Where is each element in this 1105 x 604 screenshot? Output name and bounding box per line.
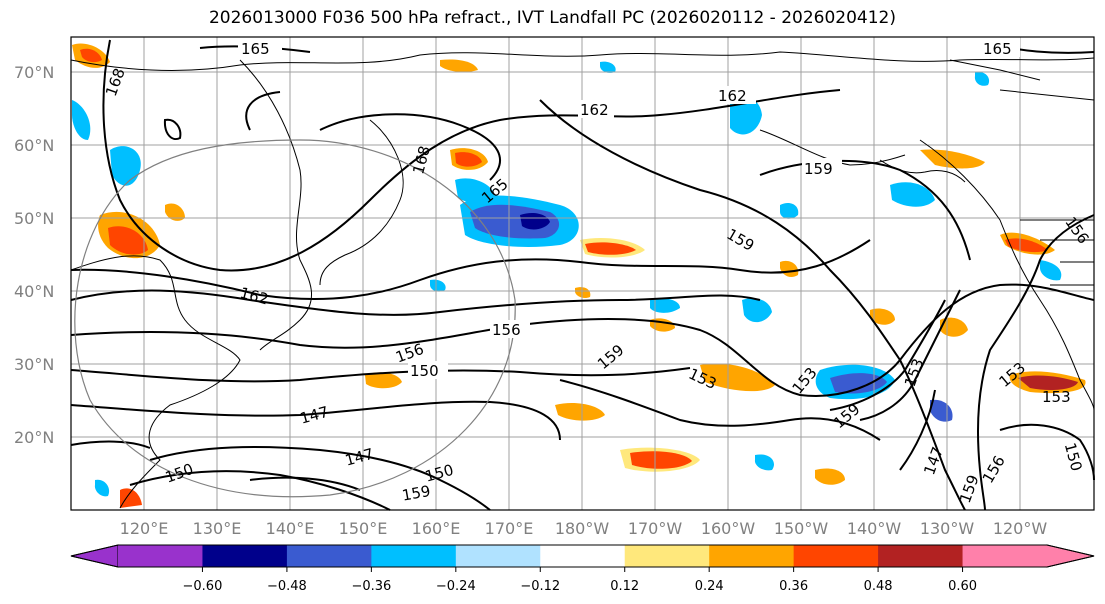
colorbar-bin: [118, 545, 203, 567]
lat-label: 40°N: [14, 282, 54, 301]
lat-label: 70°N: [14, 63, 54, 82]
lon-label: 130°W: [920, 519, 975, 538]
colorbar-bin: [624, 545, 710, 567]
contour-label: 159: [804, 160, 833, 178]
colorbar-bin: [286, 545, 372, 567]
height-contours: [70, 39, 1095, 511]
colorbar-bin: [793, 545, 879, 567]
lon-label: 140°E: [266, 519, 315, 538]
lon-label: 120°E: [120, 519, 169, 538]
colorbar-arrow-left: [70, 544, 119, 568]
lon-label: 130°E: [193, 519, 242, 538]
longitude-labels: 120°E 130°E 140°E 150°E 160°E 170°E 180°…: [120, 519, 1048, 538]
colorbar-tick-label: 0.36: [779, 579, 808, 594]
map-title: 2026013000 F036 500 hPa refract., IVT La…: [208, 8, 896, 28]
contour-label: 162: [580, 101, 609, 119]
contour-label: 159: [401, 482, 432, 505]
lon-label: 160°W: [701, 519, 756, 538]
lon-label: 140°W: [847, 519, 902, 538]
contour-label: 150: [410, 362, 439, 380]
lat-label: 20°N: [14, 428, 54, 447]
latitude-labels: 70°N 60°N 50°N 40°N 30°N 20°N: [14, 63, 54, 447]
shaded-anomalies: [72, 43, 1086, 508]
lon-label: 180°W: [555, 519, 610, 538]
colorbar-tick-label: −0.36: [351, 579, 391, 594]
colorbar-tick-label: −0.60: [183, 579, 223, 594]
lon-label: 150°W: [774, 519, 829, 538]
lon-label: 120°W: [993, 519, 1048, 538]
map-border: [70, 36, 1095, 511]
lon-label: 150°E: [339, 519, 388, 538]
lat-label: 30°N: [14, 355, 54, 374]
lon-label: 160°E: [412, 519, 461, 538]
colorbar-bin: [540, 545, 626, 567]
colorbar-bin: [455, 545, 541, 567]
colorbar-bin: [709, 545, 795, 567]
colorbar-tick-label: −0.48: [267, 579, 307, 594]
colorbar-tick-label: 0.60: [948, 579, 977, 594]
contour-label: 165: [241, 40, 270, 58]
colorbar-bin: [202, 545, 288, 567]
lon-label: 170°E: [485, 519, 534, 538]
lon-label: 170°W: [628, 519, 683, 538]
lat-label: 50°N: [14, 209, 54, 228]
lat-label: 60°N: [14, 136, 54, 155]
colorbar: −0.60 −0.48 −0.36 −0.24 −0.12 0.12 0.24 0.36 0.4…: [70, 544, 1095, 594]
colorbar-bin: [371, 545, 457, 567]
colorbar-tick-label: 0.12: [610, 579, 639, 594]
colorbar-bin: [878, 545, 964, 567]
contour-label: 165: [983, 40, 1012, 58]
colorbar-tick-label: 0.48: [864, 579, 893, 594]
colorbar-bin: [962, 545, 1048, 567]
colorbar-tick-label: −0.12: [520, 579, 560, 594]
range-circle: [74, 139, 516, 498]
colorbar-tick-label: −0.24: [436, 579, 476, 594]
colorbar-tick-label: 0.24: [695, 579, 724, 594]
colorbar-arrow-right: [1046, 544, 1095, 568]
colorbar-outline: [70, 544, 1095, 568]
contour-label: 156: [492, 321, 521, 339]
contour-label: 153: [1042, 388, 1071, 406]
contour-label: 162: [718, 87, 747, 105]
coastlines: [70, 51, 1095, 509]
